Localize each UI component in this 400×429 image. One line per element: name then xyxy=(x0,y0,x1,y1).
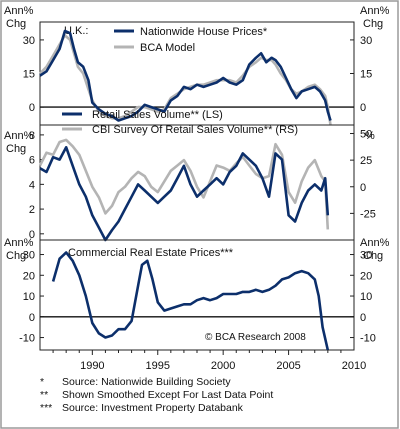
series-line xyxy=(39,29,332,122)
footnote: *** Source: Investment Property Databank xyxy=(40,402,273,415)
left-tick-label: 10 xyxy=(23,291,35,303)
left-axis-label-line1: Ann% xyxy=(4,5,34,17)
footnote: * Source: Nationwide Building Society xyxy=(40,376,273,389)
panel-house-prices: Ann% Chg Ann% Chg U.K.: Nationwide House… xyxy=(4,5,390,126)
right-tick-label: 0 xyxy=(360,312,366,324)
left-tick-label: 15 xyxy=(23,69,35,81)
right-axis-label-line1: Ann% xyxy=(360,5,390,17)
left-tick-label: 8 xyxy=(29,130,35,142)
right-axis-label-line1: Ann% xyxy=(360,237,390,249)
right-tick-label: 25 xyxy=(360,155,372,167)
footnote-mark: * xyxy=(40,376,45,388)
footnote: ** Shown Smoothed Except For Last Data Po… xyxy=(40,389,273,402)
left-axis-label-line1: Ann% xyxy=(4,237,34,249)
left-axis-label-line2: Chg xyxy=(6,18,26,30)
left-tick-label: 30 xyxy=(23,35,35,47)
left-tick-label: 2 xyxy=(29,204,35,216)
series-line xyxy=(51,251,330,351)
right-tick-label: 0 xyxy=(360,102,366,114)
footnotes: * Source: Nationwide Building Society ** S… xyxy=(40,376,273,415)
left-tick-label: 30 xyxy=(23,250,35,262)
x-tick-label: 2005 xyxy=(276,360,300,372)
footnote-text: Shown Smoothed Except For Last Data Poin… xyxy=(62,389,274,401)
left-tick-label: 0 xyxy=(29,102,35,114)
left-axis-label-line2: Chg xyxy=(6,250,26,262)
right-tick-label: 15 xyxy=(360,69,372,81)
x-tick-label: 1995 xyxy=(146,360,170,372)
right-axis-label-line1: % xyxy=(365,130,375,142)
series-line xyxy=(39,146,330,242)
right-tick-label: 30 xyxy=(360,250,372,262)
x-tick-label: 1990 xyxy=(80,360,104,372)
right-tick-label: -25 xyxy=(360,208,376,220)
legend-label-retail-sales: Retail Sales Volume** (LS) xyxy=(92,109,223,121)
left-tick-label: 6 xyxy=(29,155,35,167)
panel-commercial-real-estate: Ann% Chg Ann% Chg Commercial Real Estate… xyxy=(4,237,390,351)
right-tick-label: 50 xyxy=(360,129,372,141)
legend-label-cbi-survey: CBI Survey Of Retail Sales Volume** (RS) xyxy=(92,124,298,136)
footnote-text: Source: Nationwide Building Society xyxy=(62,376,231,388)
right-tick-label: -10 xyxy=(360,333,376,345)
panel-retail-sales: Ann% Chg % Retail Sales Volume** (LS) CB… xyxy=(4,109,376,242)
right-axis-label-line2: Chg xyxy=(363,18,383,30)
left-axis-label-line2: Chg xyxy=(6,143,26,155)
x-tick-label: 2000 xyxy=(211,360,235,372)
panel-title: Commercial Real Estate Prices*** xyxy=(68,247,234,259)
left-tick-label: 20 xyxy=(23,270,35,282)
legend-label-nationwide: Nationwide House Prices* xyxy=(140,26,268,38)
footnote-mark: ** xyxy=(40,389,49,401)
x-tick-label: 2010 xyxy=(342,360,366,372)
right-tick-label: 10 xyxy=(360,291,372,303)
right-tick-label: 0 xyxy=(360,182,366,194)
credit-text: © BCA Research 2008 xyxy=(205,332,306,343)
left-tick-label: -10 xyxy=(19,333,35,345)
footnote-text: Source: Investment Property Databank xyxy=(62,402,243,414)
right-tick-label: 30 xyxy=(360,35,372,47)
series-line xyxy=(38,138,330,230)
left-tick-label: 0 xyxy=(29,229,35,241)
footnote-mark: *** xyxy=(40,402,53,414)
left-tick-label: 4 xyxy=(29,179,35,191)
x-axis: 1990 1995 2000 2005 2010 xyxy=(52,350,366,372)
right-axis-label-line2: Chg xyxy=(363,250,383,262)
legend-label-bca-model: BCA Model xyxy=(140,42,195,54)
left-axis-label-line1: Ann% xyxy=(4,130,34,142)
right-tick-label: 20 xyxy=(360,270,372,282)
left-tick-label: 0 xyxy=(29,312,35,324)
